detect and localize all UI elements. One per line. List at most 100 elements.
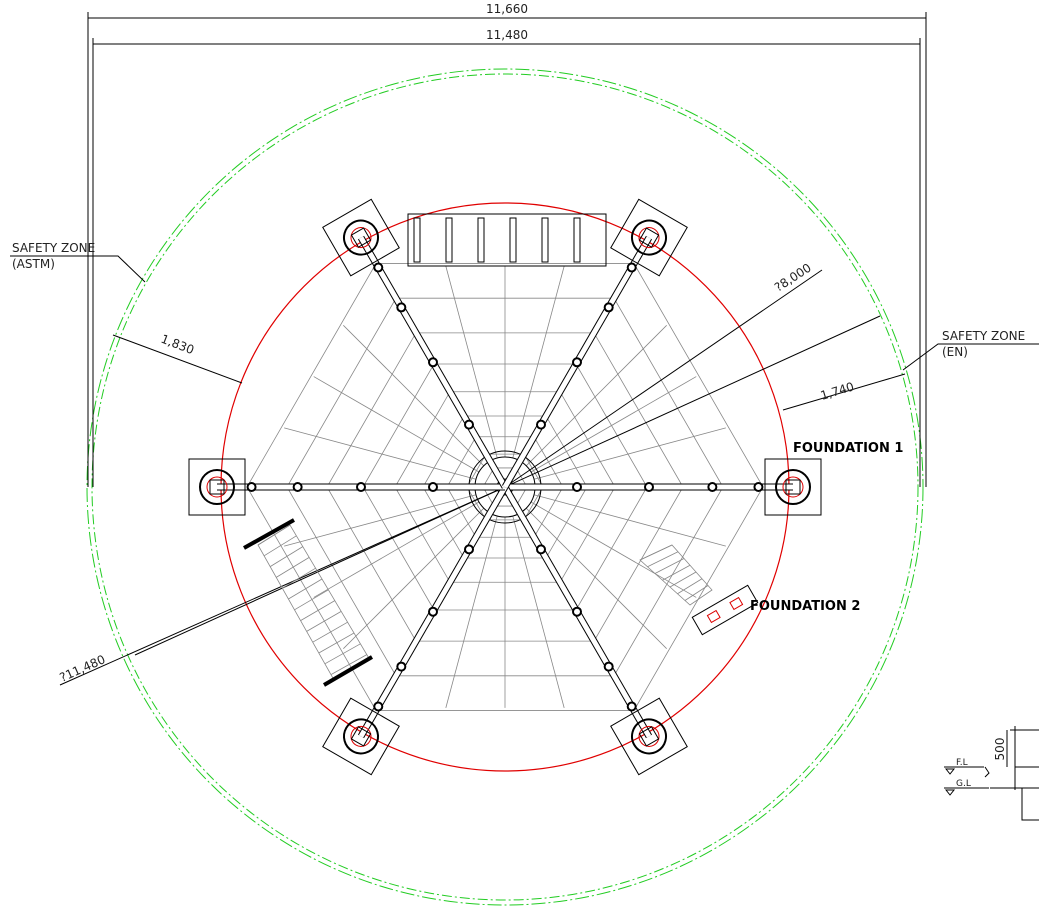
foundation-base	[322, 198, 400, 277]
ladder-rung	[318, 632, 355, 654]
foundation	[322, 697, 400, 776]
ladder-rail	[322, 655, 374, 687]
spoke-joint	[753, 482, 764, 492]
stair-step	[654, 558, 685, 574]
foundation-base	[188, 458, 246, 516]
anchor-bolt	[638, 726, 660, 747]
spoke-joint	[536, 544, 546, 555]
ladder-rung	[282, 567, 316, 589]
dimension-text: 1,830	[159, 332, 196, 357]
spoke-joint	[292, 482, 303, 492]
spoke-joint	[572, 606, 582, 617]
web-line	[445, 515, 498, 708]
anchor-plate	[206, 476, 228, 498]
dimension-text: ?11,480	[58, 652, 108, 684]
label: (EN)	[942, 345, 968, 359]
spoke-joint	[396, 661, 407, 672]
dimension-text: 11,480	[486, 28, 528, 42]
anchor-bolt	[350, 227, 372, 248]
web-line	[533, 494, 726, 547]
spoke-joint	[603, 302, 614, 313]
ladder-rung	[477, 217, 485, 263]
foundation-base	[764, 458, 822, 516]
anchor-bolt	[350, 726, 372, 747]
level-label: F.L	[956, 758, 968, 768]
anchor-plate	[631, 718, 667, 755]
ladder-rung	[288, 578, 323, 600]
anchor-plate	[343, 718, 379, 755]
spoke-joint	[356, 482, 366, 492]
web-line	[284, 427, 477, 480]
ladder-rung	[509, 217, 517, 263]
spoke-joint	[428, 482, 438, 492]
anchor-plate	[199, 469, 235, 505]
leader	[504, 315, 881, 488]
foundation	[610, 697, 688, 776]
spoke-joint	[373, 262, 384, 273]
leader	[59, 486, 506, 686]
spoke-joint	[626, 262, 637, 273]
anchor-plate	[638, 227, 660, 249]
web-line	[284, 494, 477, 547]
foundation-base	[610, 697, 688, 776]
stair-step	[684, 585, 709, 601]
anchor-plate	[775, 469, 811, 505]
ladder-rung	[312, 621, 348, 643]
ladder-rung	[541, 217, 549, 263]
stair-step	[639, 544, 673, 561]
ladder-rung	[330, 654, 367, 675]
foundation-base	[322, 697, 400, 776]
spoke-joint	[428, 357, 438, 368]
ladder-rung	[276, 557, 310, 578]
ladder-rung	[413, 217, 421, 263]
ladder-rung	[294, 589, 329, 611]
dimension-text: 500	[993, 738, 1007, 761]
spoke-joint	[572, 482, 582, 492]
spoke-joint	[626, 701, 637, 712]
leader	[134, 486, 506, 656]
spoke-joint	[464, 419, 474, 430]
ladder-rung	[300, 600, 336, 621]
ladder-rung	[445, 217, 453, 263]
dimension-text: 1,740	[819, 379, 856, 402]
ladder-frame	[407, 213, 607, 267]
web-line	[530, 501, 697, 598]
stair-step	[669, 571, 697, 588]
web-line	[525, 507, 667, 649]
web-line	[525, 325, 667, 467]
spoke-joint	[536, 419, 546, 430]
spoke-joint	[707, 482, 718, 492]
stair-step	[662, 564, 691, 581]
dimension-line	[782, 373, 906, 411]
web-line	[343, 325, 485, 467]
ladder-rail	[243, 518, 295, 550]
safety-zone-en	[91, 73, 919, 901]
anchor-plate	[638, 725, 660, 747]
ladder-rung	[257, 524, 291, 546]
spoke-joint	[428, 606, 438, 617]
ladder	[243, 213, 713, 687]
anchor-plate	[782, 476, 804, 498]
ladder-rung	[324, 643, 361, 665]
foundation-label: FOUNDATION 2	[750, 599, 860, 614]
spoke-joint	[644, 482, 654, 492]
anchor-bolt	[209, 479, 225, 495]
ladder-rung	[269, 546, 304, 567]
anchor-bolt	[785, 479, 801, 495]
foundation	[764, 458, 822, 516]
stair-step	[677, 578, 703, 595]
spoke-joint	[396, 302, 407, 313]
section-detail: 500 F.L G.L	[944, 726, 1039, 821]
spoke-joint	[246, 482, 257, 492]
ladder-rung	[573, 217, 581, 263]
label: SAFETY ZONE	[12, 241, 95, 255]
stair-step	[647, 551, 679, 568]
web-line	[512, 515, 565, 708]
leader	[902, 343, 1039, 371]
spoke-joint	[464, 544, 474, 555]
web-line	[530, 376, 697, 473]
foundation-2	[691, 584, 759, 636]
web-line	[313, 501, 480, 598]
web-line	[512, 266, 565, 459]
